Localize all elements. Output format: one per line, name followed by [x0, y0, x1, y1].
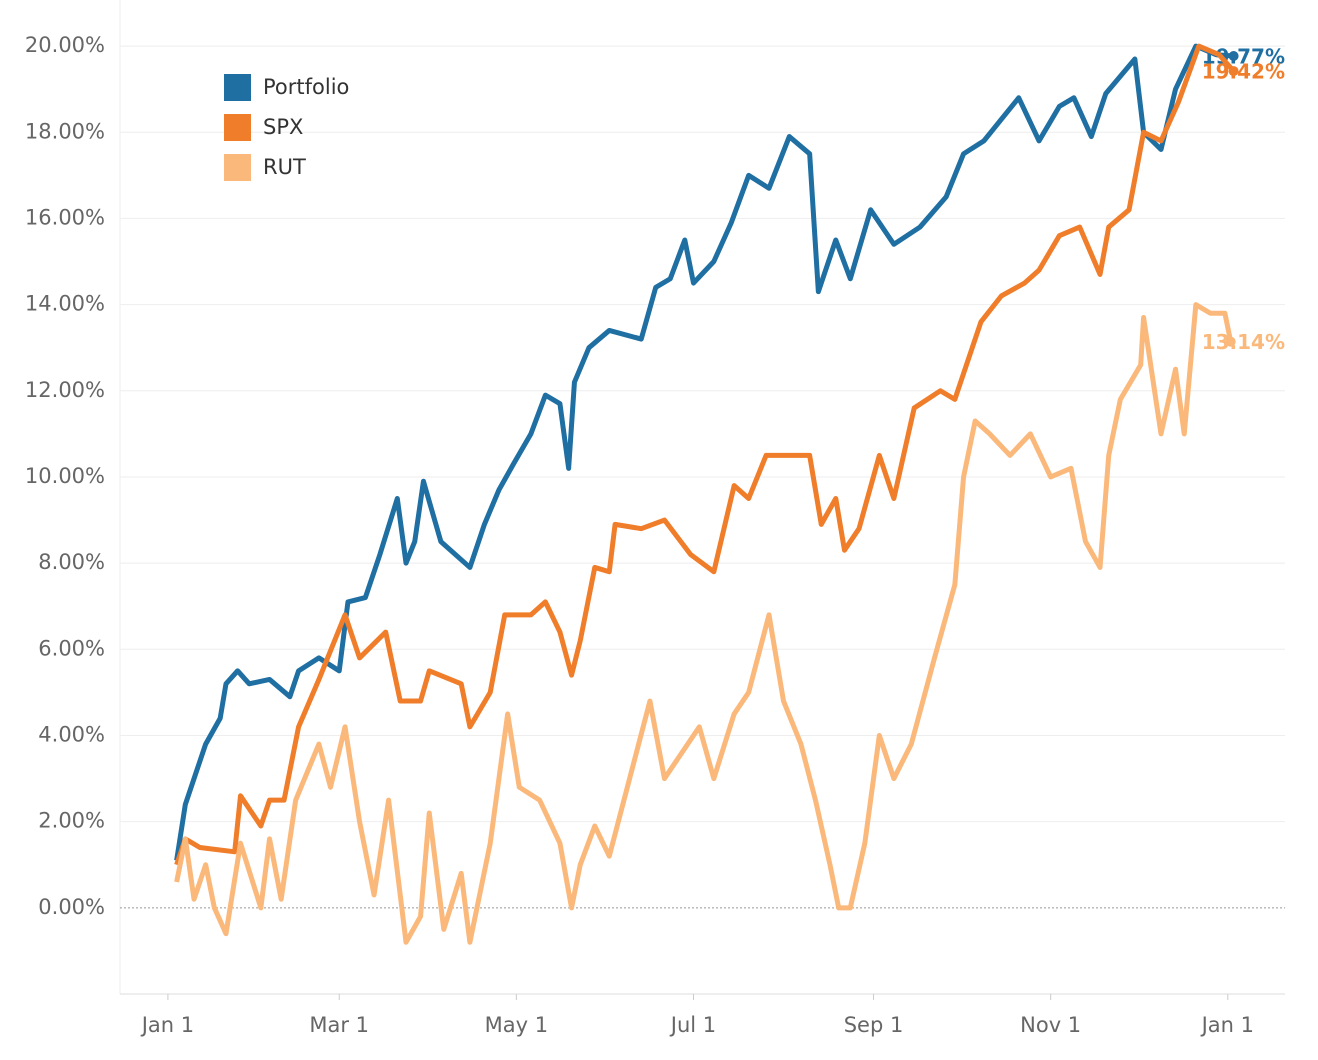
end-point: [1228, 66, 1239, 77]
x-tick-label: Mar 1: [309, 1013, 369, 1037]
y-tick-label: 16.00%: [25, 205, 105, 229]
y-tick-label: 18.00%: [25, 119, 105, 143]
legend-label: Portfolio: [263, 75, 349, 99]
y-tick-label: 4.00%: [38, 722, 105, 746]
y-tick-label: 20.00%: [25, 33, 105, 57]
end-point: [1225, 336, 1236, 347]
y-tick-label: 0.00%: [38, 895, 105, 919]
y-tick-label: 12.00%: [25, 378, 105, 402]
legend-label: RUT: [263, 155, 306, 179]
legend-swatch: [224, 154, 251, 181]
x-tick-label: Sep 1: [844, 1013, 904, 1037]
y-tick-label: 2.00%: [38, 809, 105, 833]
x-tick-label: Jan 1: [1200, 1013, 1254, 1037]
legend-swatch: [224, 74, 251, 101]
series-line: [174, 43, 1234, 861]
end-label: 19.42%: [1202, 60, 1285, 84]
y-tick-label: 8.00%: [38, 550, 105, 574]
end-point: [1228, 50, 1239, 61]
legend-swatch: [224, 114, 251, 141]
x-tick-label: Jul 1: [669, 1013, 716, 1037]
x-tick-label: Jan 1: [140, 1013, 194, 1037]
y-tick-label: 14.00%: [25, 292, 105, 316]
y-tick-label: 6.00%: [38, 636, 105, 660]
series-line: [174, 302, 1234, 945]
series-line: [174, 43, 1236, 866]
end-label: 19.77%: [1202, 44, 1285, 68]
y-tick-label: 10.00%: [25, 464, 105, 488]
x-tick-label: May 1: [485, 1013, 548, 1037]
legend-label: SPX: [263, 115, 303, 139]
end-label: 13.14%: [1202, 330, 1285, 354]
x-tick-label: Nov 1: [1020, 1013, 1081, 1037]
